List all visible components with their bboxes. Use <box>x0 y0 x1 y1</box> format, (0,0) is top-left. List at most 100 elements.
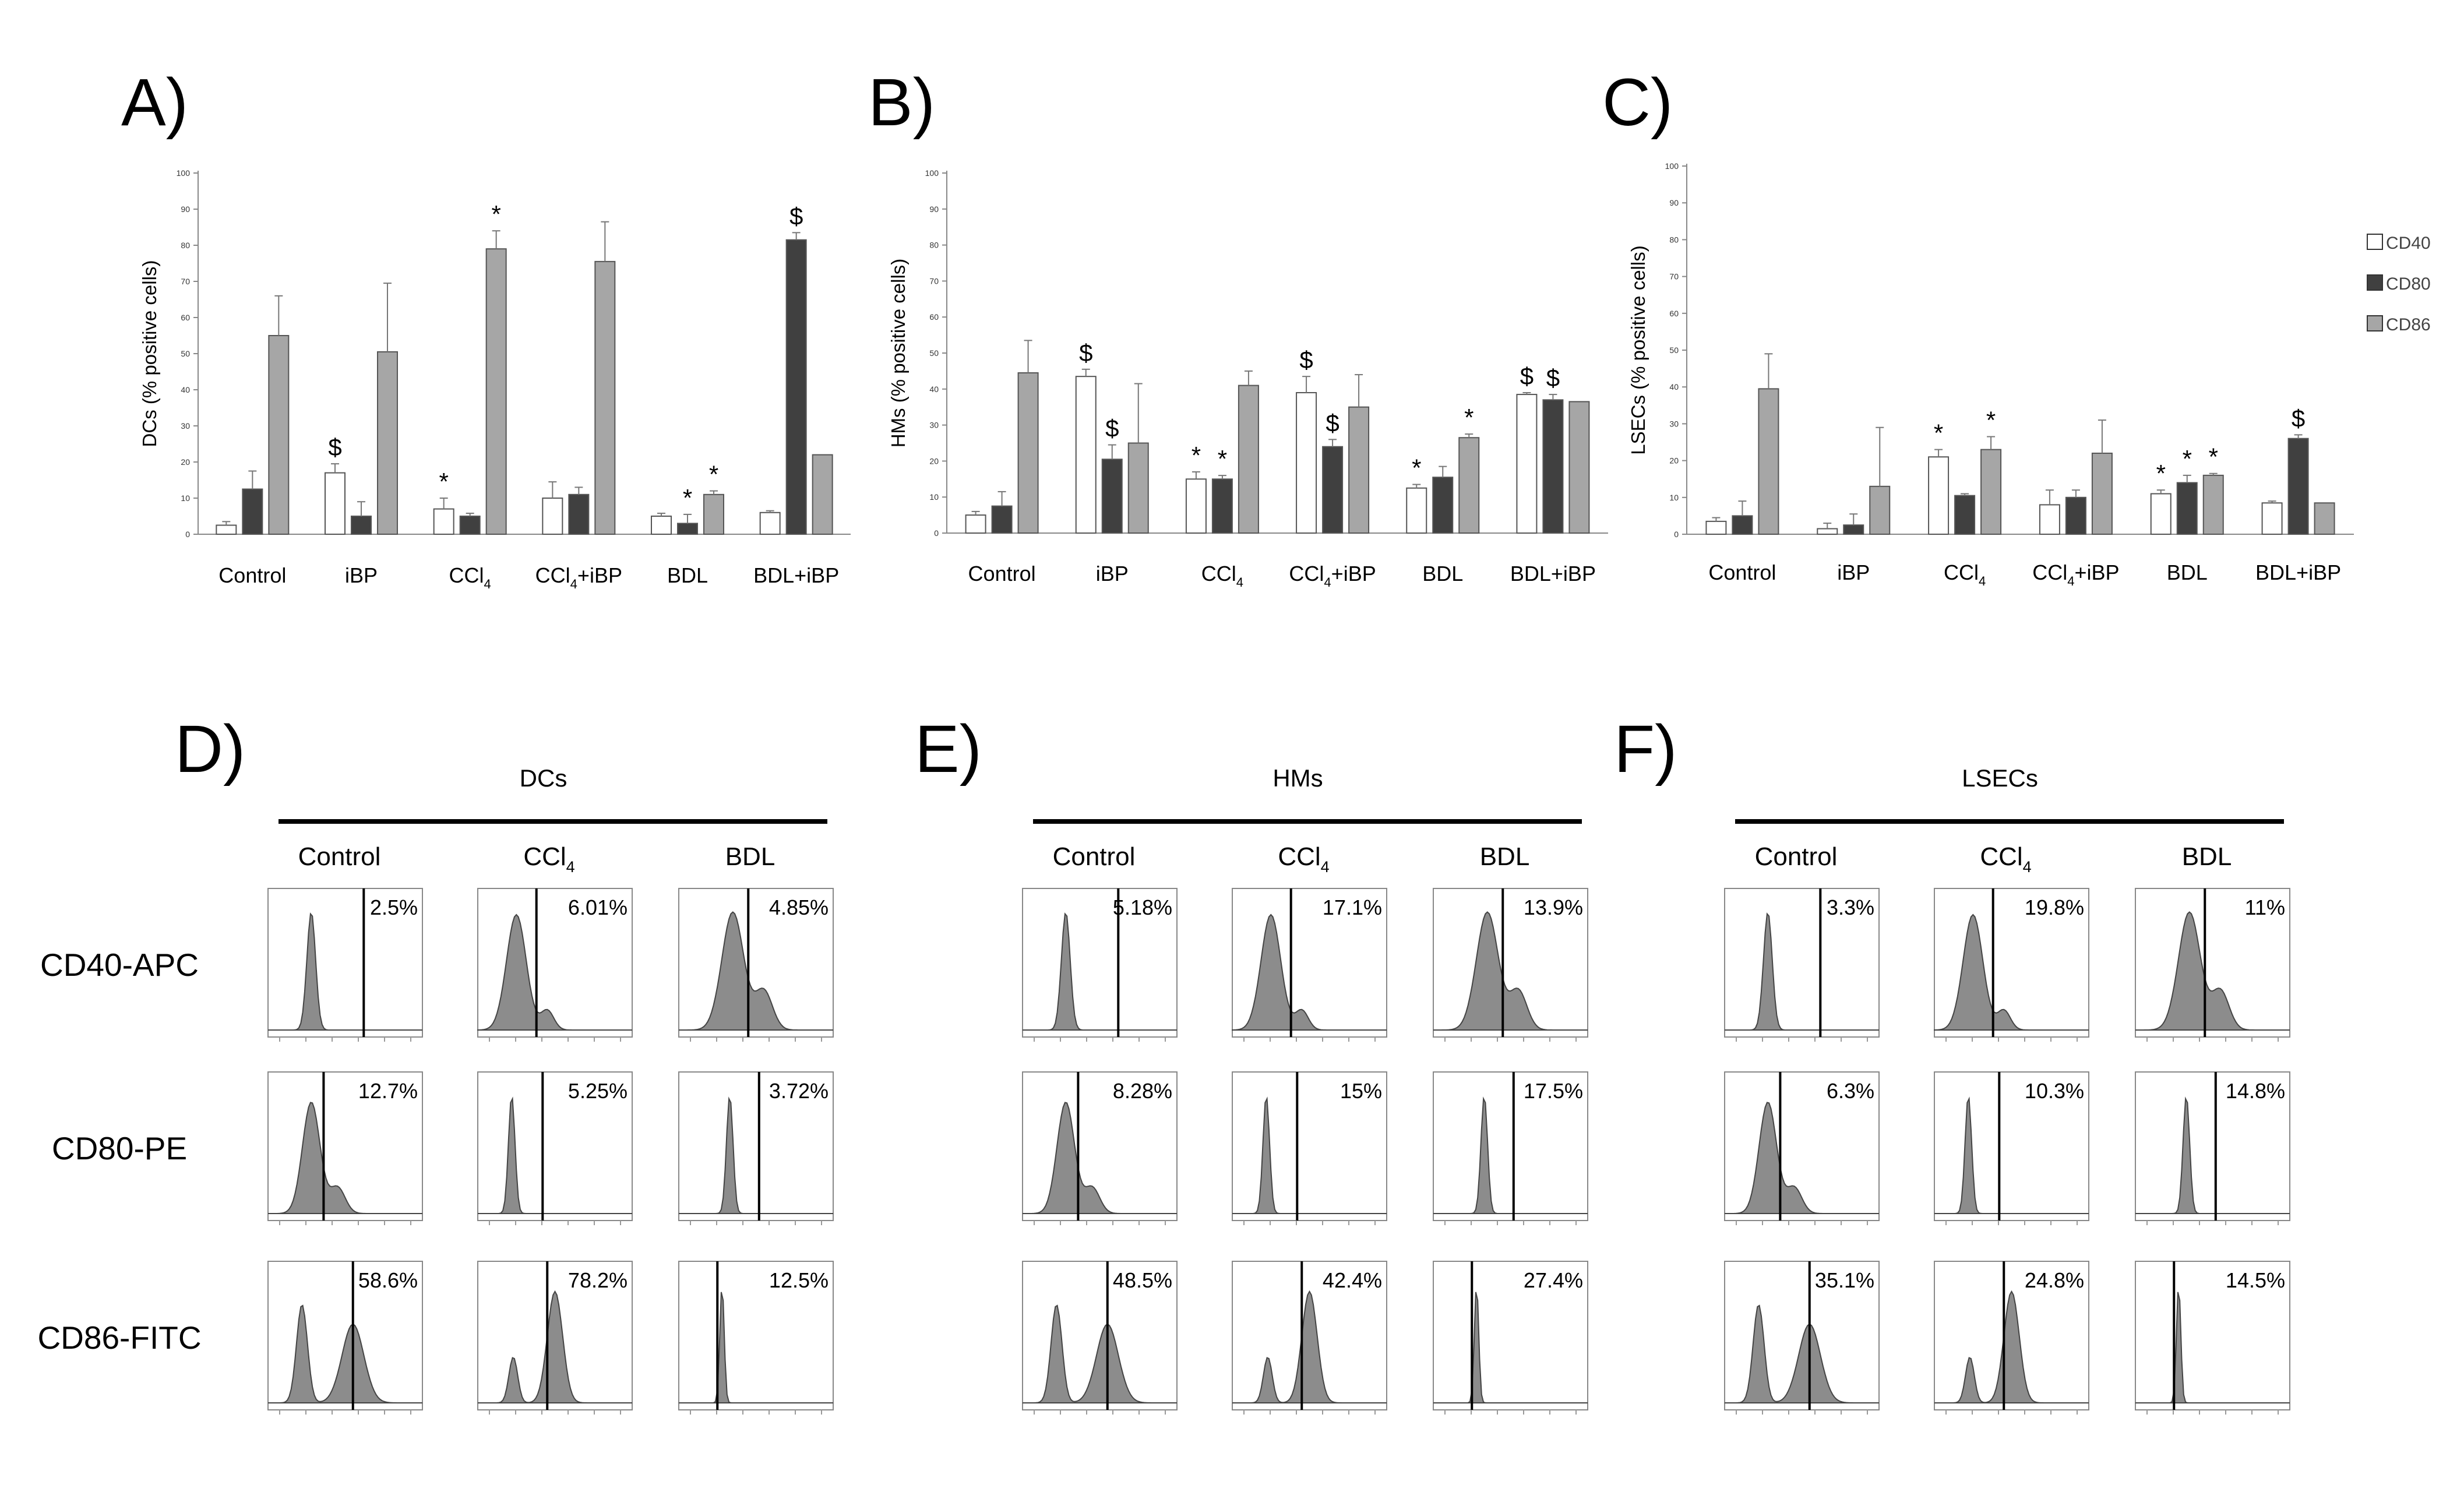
significance-mark: $ <box>1546 364 1560 392</box>
category-label: CCl4+iBP <box>2032 560 2119 588</box>
percent-positive: 17.1% <box>1323 895 1382 919</box>
bar-cd80 <box>991 505 1013 534</box>
legend-swatch <box>2367 315 2383 331</box>
panel-letter: C) <box>1602 65 1673 140</box>
histogram-curve <box>1433 911 1588 1031</box>
histogram-group-1: D) DCs Control CCl4 BDL 2.5% 6.01% 4.85% 12.7% 5.… <box>175 712 834 1415</box>
bar-chart-2: B) 0 10 20 30 40 50 60 70 80 90 100 HMs (% positive … <box>868 65 1608 590</box>
percent-positive: 6.3% <box>1827 1079 1874 1103</box>
percent-positive: 13.9% <box>1524 895 1583 919</box>
y-tick-label: 0 <box>934 528 939 538</box>
histogram-curve <box>478 1096 632 1214</box>
significance-mark: * <box>1464 404 1474 431</box>
histogram-cell: 5.18% <box>1022 888 1178 1042</box>
percent-positive: 27.4% <box>1524 1268 1583 1292</box>
category-label: BDL <box>2167 560 2208 584</box>
bar-cd80 <box>1322 446 1344 534</box>
y-tick-label: 70 <box>1669 272 1679 281</box>
percent-positive: 12.5% <box>769 1268 829 1292</box>
histogram-frame <box>2135 1261 2290 1410</box>
panel-letter: A) <box>121 65 188 140</box>
significance-mark: $ <box>1079 339 1092 366</box>
percent-positive: 3.3% <box>1827 895 1874 919</box>
histogram-curve <box>268 1102 422 1214</box>
y-tick-label: 10 <box>1669 493 1679 502</box>
significance-mark: $ <box>1520 362 1534 390</box>
bar-cd86 <box>1017 372 1039 534</box>
bar-cd80 <box>1211 478 1233 534</box>
panel-letter: F) <box>1614 712 1677 786</box>
significance-mark: $ <box>1299 346 1313 373</box>
bar-cd80 <box>2065 496 2086 535</box>
histogram-curve <box>1725 1304 1879 1403</box>
category-label: CCl4+iBP <box>535 563 622 591</box>
histogram-frame <box>1433 1261 1588 1410</box>
category-label: CCl4+iBP <box>1289 562 1376 590</box>
histogram-curve <box>679 1096 833 1214</box>
percent-positive: 42.4% <box>1323 1268 1382 1292</box>
percent-positive: 48.5% <box>1113 1268 1172 1292</box>
y-tick-label: 0 <box>185 530 190 539</box>
bar-cd40 <box>965 514 986 534</box>
histogram-curve <box>477 914 632 1031</box>
bar-cd40 <box>651 516 672 535</box>
y-tick-label: 90 <box>929 204 939 214</box>
y-tick-label: 80 <box>181 241 190 250</box>
histogram-cell: 17.1% <box>1232 888 1387 1042</box>
histogram-curve <box>2135 1292 2290 1403</box>
percent-positive: 10.3% <box>2025 1079 2084 1103</box>
bar-cd40 <box>1705 520 1727 535</box>
y-tick-label: 80 <box>929 241 939 250</box>
significance-mark: $ <box>328 433 341 461</box>
histogram-cell: 17.5% <box>1433 1071 1588 1225</box>
histogram-cell: 2.5% <box>267 888 423 1042</box>
histogram-curve <box>1023 1102 1177 1214</box>
category-label: Control <box>1708 560 1776 584</box>
bar-cd40 <box>433 508 454 535</box>
histogram-cell: 3.3% <box>1724 888 1880 1042</box>
bar-cd86 <box>703 493 724 535</box>
percent-positive: 12.7% <box>358 1079 418 1103</box>
significance-mark: * <box>683 484 692 512</box>
row-label: CD80-PE <box>52 1130 187 1166</box>
y-tick-label: 60 <box>929 312 939 322</box>
histogram-frame <box>267 888 423 1038</box>
y-tick-label: 30 <box>181 421 190 431</box>
histogram-frame <box>477 1071 633 1221</box>
histogram-frame <box>1724 888 1880 1038</box>
y-tick-label: 60 <box>181 313 190 322</box>
y-tick-label: 20 <box>1669 456 1679 465</box>
column-label: Control <box>1755 842 1838 871</box>
histogram-cell: 10.3% <box>1934 1071 2089 1225</box>
histogram-group-2: E) HMs Control CCl4 BDL 5.18% 17.1% 13.9% 8.28% 1… <box>915 712 1588 1415</box>
y-tick-label: 30 <box>929 421 939 430</box>
percent-positive: 4.85% <box>769 895 829 919</box>
percent-positive: 58.6% <box>358 1268 418 1292</box>
category-label: CCl4 <box>449 563 491 591</box>
bar-cd86 <box>812 454 833 535</box>
bar-cd40 <box>1296 392 1317 534</box>
percent-positive: 17.5% <box>1524 1079 1583 1103</box>
histogram-cell: 14.5% <box>2135 1261 2290 1415</box>
column-label: CCl4 <box>1980 842 2031 876</box>
column-label: BDL <box>1480 842 1530 871</box>
bar-cd80 <box>1843 524 1864 535</box>
histogram-curve <box>1232 914 1387 1031</box>
bar-cd86 <box>1458 437 1480 534</box>
histogram-curve <box>1023 912 1177 1031</box>
significance-mark: * <box>709 461 718 488</box>
bar-cd40 <box>759 512 781 535</box>
histogram-frame <box>678 1071 834 1221</box>
histogram-cell: 13.9% <box>1433 888 1588 1042</box>
histogram-curve <box>1934 914 2089 1031</box>
bar-cd80 <box>2287 438 2309 535</box>
category-label: Control <box>968 562 1036 586</box>
significance-mark: * <box>491 200 500 228</box>
bar-cd80 <box>677 523 698 535</box>
percent-positive: 19.8% <box>2025 895 2084 919</box>
percent-positive: 5.25% <box>568 1079 628 1103</box>
histogram-curve <box>1023 1304 1177 1403</box>
y-tick-label: 50 <box>929 348 939 358</box>
significance-mark: * <box>2156 460 2166 487</box>
percent-positive: 15% <box>1340 1079 1382 1103</box>
